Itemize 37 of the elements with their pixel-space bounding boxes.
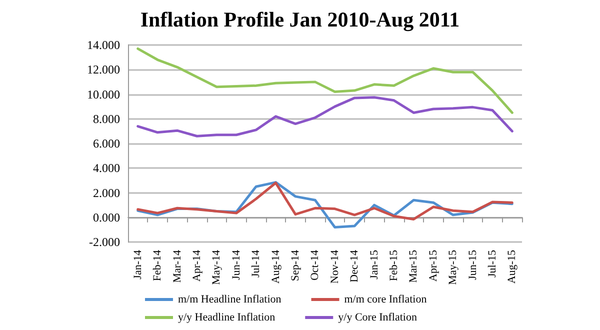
- x-tick-label: Jul-14: [250, 250, 262, 278]
- x-tick-label: Nov-14: [328, 250, 341, 284]
- y-tick-label: 10.000: [87, 87, 120, 102]
- y-tick-label: 4.000: [93, 161, 120, 176]
- y-tick-label: 2.000: [93, 186, 120, 200]
- line-series: [136, 182, 514, 220]
- y-tick-label: 14.000: [87, 38, 120, 52]
- x-tick-label: Aug-14: [270, 250, 282, 284]
- chart-title: Inflation Profile Jan 2010-Aug 2011: [140, 8, 460, 32]
- x-tick-label: May-15: [447, 250, 460, 285]
- x-tick-label: Oct-14: [309, 250, 322, 281]
- x-tick-label: Feb-15: [388, 250, 400, 282]
- x-tick-label: Jan-15: [368, 250, 380, 280]
- y-tick-label: -2.000: [89, 235, 120, 249]
- line-series: [136, 96, 514, 138]
- x-tick-label: Jan-14: [132, 250, 144, 280]
- x-tick-label: Sep-14: [289, 250, 302, 282]
- x-tick-label: May-14: [210, 250, 223, 285]
- legend-label: m/m core Inflation: [344, 294, 428, 306]
- y-tick-label: 6.000: [93, 136, 120, 150]
- x-tick-label: Apr-15: [427, 250, 440, 282]
- line-series: [136, 47, 514, 114]
- x-tick-label: Jun-15: [466, 250, 479, 280]
- x-tick-label: Feb-14: [152, 250, 164, 282]
- x-tick-label: Jun-14: [230, 250, 242, 280]
- x-tick-label: Dec-14: [348, 250, 361, 282]
- legend-label: m/m Headline Inflation: [178, 294, 282, 306]
- x-tick-label: Jul-15: [486, 250, 498, 278]
- y-tick-label: 12.000: [87, 62, 120, 77]
- y-tick-label: 8.000: [93, 112, 120, 126]
- x-tick-label: Mar-14: [171, 250, 184, 283]
- y-tick-label: 0.000: [93, 210, 120, 224]
- x-tick-label: Mar-15: [408, 250, 420, 283]
- legend-label: y/y Headline Inflation: [178, 312, 276, 324]
- x-tick-label: Apr-14: [190, 250, 203, 282]
- x-tick-label: Aug-15: [506, 250, 518, 284]
- legend-label: y/y Core Inflation: [338, 312, 418, 324]
